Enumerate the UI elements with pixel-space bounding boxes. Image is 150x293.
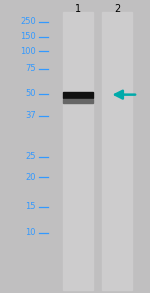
Text: 1: 1: [75, 4, 81, 14]
Text: 250: 250: [20, 18, 36, 26]
Text: 50: 50: [26, 89, 36, 98]
Bar: [102, 12, 132, 290]
Text: 20: 20: [26, 173, 36, 182]
Text: 75: 75: [25, 64, 36, 73]
Text: 10: 10: [26, 229, 36, 237]
Text: 150: 150: [20, 32, 36, 41]
Bar: [63, 12, 93, 290]
Text: 25: 25: [26, 152, 36, 161]
Text: 15: 15: [26, 202, 36, 211]
Bar: [63, 99, 93, 103]
Text: 2: 2: [114, 4, 120, 14]
Text: 100: 100: [20, 47, 36, 56]
Bar: [63, 92, 93, 98]
Text: 37: 37: [25, 111, 36, 120]
